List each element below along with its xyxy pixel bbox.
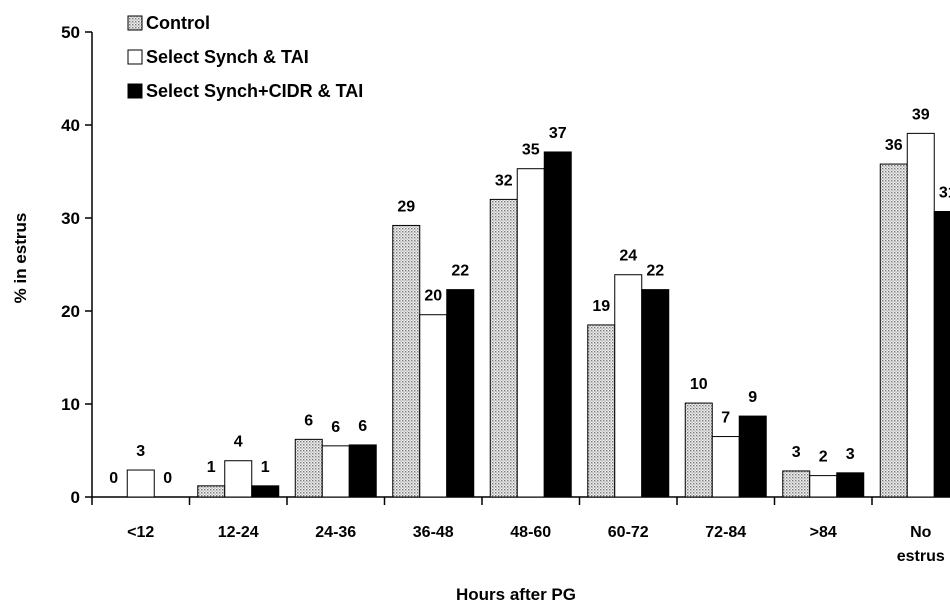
bar bbox=[321, 445, 350, 498]
data-label: 3 bbox=[846, 446, 855, 463]
legend-label: Select Synch & TAI bbox=[146, 47, 309, 67]
y-tick-label: 20 bbox=[61, 302, 80, 321]
data-label: 10 bbox=[690, 376, 708, 393]
legend-swatch bbox=[127, 49, 143, 65]
data-label: 1 bbox=[207, 459, 216, 476]
bar bbox=[126, 469, 155, 498]
y-tick-label: 40 bbox=[61, 116, 80, 135]
data-label: 1 bbox=[261, 459, 270, 476]
legend-swatch bbox=[127, 83, 143, 99]
x-tick-label: 60-72 bbox=[608, 524, 649, 541]
bar bbox=[419, 314, 448, 498]
bar bbox=[711, 436, 740, 498]
data-label: 36 bbox=[885, 137, 903, 154]
data-label: 39 bbox=[912, 106, 930, 123]
data-label: 24 bbox=[619, 248, 637, 265]
bar bbox=[587, 324, 616, 498]
bar bbox=[782, 470, 811, 498]
data-label: 31 bbox=[939, 184, 950, 201]
data-label: 22 bbox=[646, 263, 664, 280]
bars bbox=[126, 132, 950, 498]
legend-entry: Control bbox=[127, 13, 210, 33]
data-label: 19 bbox=[592, 298, 610, 315]
x-tick-label: 48-60 bbox=[510, 524, 551, 541]
data-label: 0 bbox=[109, 470, 118, 487]
data-label: 32 bbox=[495, 172, 513, 189]
data-label: 0 bbox=[163, 470, 172, 487]
bar bbox=[446, 289, 475, 498]
y-tick-label: 10 bbox=[61, 395, 80, 414]
x-tick-label: 72-84 bbox=[705, 524, 746, 541]
bar bbox=[641, 289, 670, 498]
bar bbox=[684, 402, 713, 498]
data-labels: 0301416662920223235371924221079323363931 bbox=[109, 106, 950, 487]
y-axis-label: % in estrus bbox=[11, 213, 30, 304]
x-tick-label: No bbox=[910, 524, 932, 541]
x-tick-labels: <12 12-24 24-36 36-48 48-60 60-72 72-84 >84 No es… bbox=[127, 524, 945, 565]
data-label: 7 bbox=[721, 410, 730, 427]
legend-label: Control bbox=[146, 13, 210, 33]
data-label: 9 bbox=[748, 389, 757, 406]
y-tick-labels: 0 10 20 30 40 50 bbox=[61, 23, 80, 507]
legend-entry: Select Synch & TAI bbox=[127, 47, 309, 67]
data-label: 3 bbox=[792, 444, 801, 461]
bar bbox=[224, 460, 253, 498]
data-label: 4 bbox=[234, 434, 243, 451]
bar bbox=[294, 438, 323, 498]
x-tick-label: 12-24 bbox=[218, 524, 259, 541]
bar bbox=[516, 168, 545, 498]
bar bbox=[197, 485, 226, 498]
bar bbox=[348, 444, 377, 498]
data-label: 20 bbox=[424, 288, 442, 305]
x-axis-label: Hours after PG bbox=[456, 585, 576, 604]
data-label: 3 bbox=[136, 443, 145, 460]
x-tick-label: 36-48 bbox=[413, 524, 454, 541]
data-label: 35 bbox=[522, 142, 540, 159]
bar bbox=[738, 415, 767, 498]
data-label: 6 bbox=[331, 419, 340, 436]
bar bbox=[809, 475, 838, 498]
x-tick-label: <12 bbox=[127, 524, 154, 541]
data-label: 6 bbox=[304, 412, 313, 429]
legend: Control Select Synch & TAI Select Synch+CI… bbox=[127, 13, 363, 101]
bar bbox=[392, 224, 421, 498]
data-label: 37 bbox=[549, 125, 567, 142]
bar bbox=[906, 132, 935, 498]
data-label: 22 bbox=[451, 263, 469, 280]
bar bbox=[543, 151, 572, 498]
bar bbox=[614, 274, 643, 498]
bar bbox=[489, 198, 518, 498]
bar bbox=[836, 472, 865, 498]
bar bbox=[251, 485, 280, 498]
legend-entry: Select Synch+CIDR & TAI bbox=[127, 81, 363, 101]
legend-label: Select Synch+CIDR & TAI bbox=[146, 81, 363, 101]
y-tick-label: 30 bbox=[61, 209, 80, 228]
x-tick-label: >84 bbox=[810, 524, 837, 541]
data-label: 29 bbox=[397, 198, 415, 215]
y-tick-label: 0 bbox=[71, 488, 80, 507]
x-tick-label: 24-36 bbox=[315, 524, 356, 541]
data-label: 6 bbox=[358, 418, 367, 435]
legend-swatch bbox=[127, 15, 143, 31]
y-tick-label: 50 bbox=[61, 23, 80, 42]
x-tick-label: estrus bbox=[897, 548, 945, 565]
bar bbox=[933, 210, 950, 498]
bar bbox=[879, 163, 908, 498]
data-label: 2 bbox=[819, 449, 828, 466]
